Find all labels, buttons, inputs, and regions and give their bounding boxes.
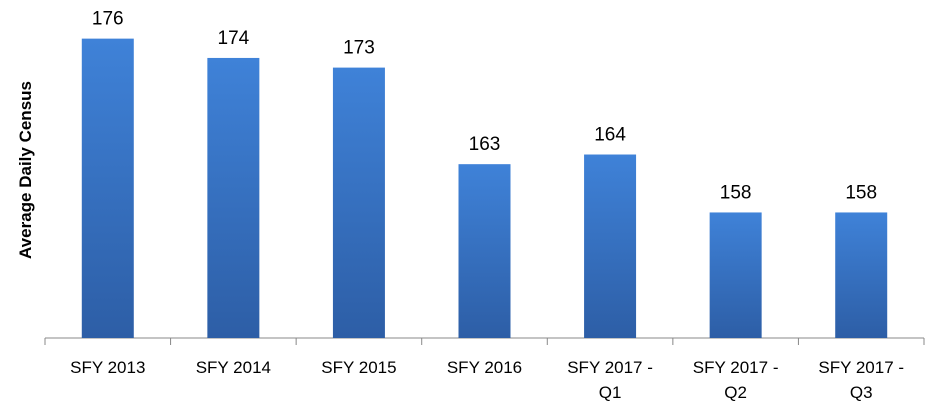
x-tick-label: SFY 2014 — [195, 358, 271, 377]
bar — [458, 164, 511, 338]
x-tick-label: SFY 2013 — [70, 358, 146, 377]
data-label: 158 — [720, 182, 752, 203]
x-tick-label: SFY 2017 - Q1 — [567, 358, 653, 402]
data-label: 163 — [469, 134, 501, 155]
data-label: 176 — [92, 9, 124, 30]
bar — [81, 38, 134, 338]
x-tick-label: SFY 2016 — [446, 358, 523, 377]
bar — [709, 212, 762, 338]
data-label: 173 — [343, 38, 375, 59]
bar — [207, 57, 260, 338]
bar — [835, 212, 888, 338]
x-tick-label: SFY 2017 - Q3 — [818, 358, 905, 402]
bar — [332, 67, 385, 338]
data-label: 164 — [594, 125, 626, 146]
data-label: 158 — [845, 182, 877, 203]
data-label: 174 — [218, 28, 250, 49]
x-tick-label: SFY 2017 - Q2 — [692, 358, 779, 402]
y-axis-label: Average Daily Census — [16, 81, 35, 259]
x-tick-label: SFY 2015 — [321, 358, 397, 377]
bar — [584, 154, 637, 338]
